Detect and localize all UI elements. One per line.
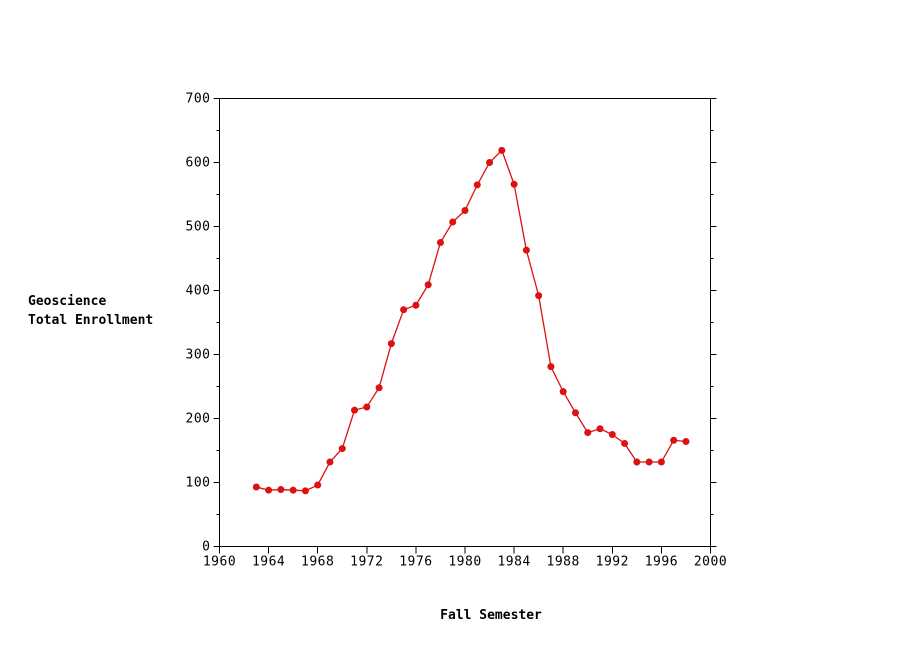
data-point-1993 [621, 439, 629, 447]
data-point-1979 [449, 218, 457, 226]
data-point-1963 [252, 483, 260, 491]
data-point-1978 [436, 239, 444, 246]
x-tick-label-1980: 1980 [448, 555, 481, 570]
y-tick-label-500: 500 [186, 220, 211, 235]
plot-frame [219, 98, 711, 547]
data-point-1989 [571, 409, 579, 417]
data-point-1998 [682, 438, 690, 446]
x-tick-label-1988: 1988 [547, 555, 580, 570]
x-tick-label-1976: 1976 [399, 555, 432, 570]
data-point-1980 [461, 207, 469, 214]
data-point-1974 [387, 340, 395, 348]
y-tick-label-400: 400 [186, 284, 211, 299]
data-point-1968 [314, 481, 322, 489]
y-tick-label-300: 300 [186, 348, 211, 363]
x-tick-label-1996: 1996 [645, 555, 678, 570]
data-point-1964 [265, 486, 273, 494]
data-point-1986 [535, 292, 543, 300]
y-tick-label-100: 100 [186, 476, 211, 491]
data-point-1983 [498, 146, 506, 154]
data-point-1995 [645, 458, 653, 466]
data-point-1990 [584, 429, 592, 437]
y-axis-title: Geoscience Total Enrollment [28, 292, 153, 330]
data-line [256, 149, 687, 492]
data-point-1965 [277, 486, 285, 494]
x-tick-label-1972: 1972 [350, 555, 383, 570]
data-point-1977 [424, 281, 432, 289]
data-point-1973 [375, 384, 383, 392]
x-tick-label-1968: 1968 [301, 555, 334, 570]
data-point-1967 [301, 487, 309, 495]
y-axis-title-line1: Geoscience [28, 294, 107, 309]
data-point-1987 [547, 363, 555, 371]
x-tick-label-1992: 1992 [596, 555, 629, 570]
data-point-1997 [670, 436, 678, 444]
y-tick-label-0: 0 [202, 540, 210, 555]
data-point-1984 [510, 180, 518, 188]
data-point-1975 [400, 306, 408, 314]
x-tick-label-1984: 1984 [497, 555, 530, 570]
data-point-1982 [486, 159, 494, 166]
y-axis-title-line2: Total Enrollment [28, 313, 154, 328]
y-tick-label-700: 700 [186, 92, 211, 107]
data-point-1969 [326, 458, 334, 466]
y-tick-label-600: 600 [186, 156, 211, 171]
x-tick-label-1960: 1960 [203, 555, 236, 570]
data-point-1992 [608, 431, 616, 438]
data-point-1971 [351, 406, 359, 414]
x-tick-label-2000: 2000 [694, 555, 727, 570]
data-point-1988 [559, 388, 567, 396]
data-point-1972 [363, 403, 371, 411]
y-tick-label-200: 200 [186, 412, 211, 427]
x-tick-label-1964: 1964 [252, 555, 285, 570]
data-point-1994 [633, 458, 641, 466]
data-point-1976 [412, 301, 420, 309]
data-point-1996 [657, 458, 665, 466]
data-point-1981 [473, 181, 481, 189]
data-point-1970 [338, 445, 346, 453]
data-point-1991 [596, 425, 604, 433]
x-axis-title: Fall Semester [440, 608, 542, 623]
data-point-1985 [522, 246, 530, 254]
data-point-1966 [289, 486, 297, 494]
